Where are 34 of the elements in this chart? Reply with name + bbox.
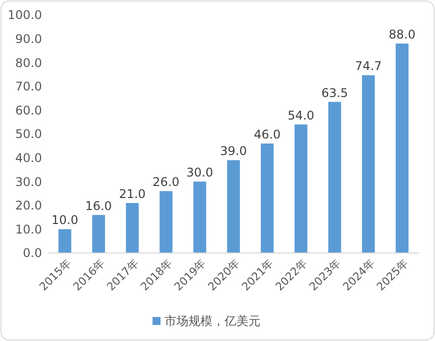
- data-label: 10.0: [52, 213, 78, 228]
- bar: [58, 229, 72, 253]
- bar: [160, 191, 172, 253]
- bar: [92, 214, 105, 253]
- y-tick-label: 30.0: [15, 174, 42, 189]
- y-tick-label: 10.0: [15, 222, 42, 236]
- data-label: 74.7: [355, 59, 382, 74]
- bar: [294, 124, 308, 253]
- bar: [362, 75, 375, 253]
- bar: [328, 102, 342, 253]
- data-label: 30.0: [186, 166, 214, 180]
- bar: [396, 44, 409, 253]
- data-label: 26.0: [152, 175, 180, 190]
- y-tick-label: 100.0: [8, 8, 42, 22]
- data-label: 46.0: [254, 128, 281, 142]
- data-label: 39.0: [220, 144, 247, 158]
- data-label: 88.0: [388, 28, 416, 42]
- data-label: 16.0: [85, 198, 112, 213]
- y-tick-label: 50.0: [15, 127, 42, 142]
- data-label: 63.5: [321, 86, 348, 100]
- y-tick-label: 20.0: [15, 198, 42, 213]
- data-label: 54.0: [288, 108, 314, 122]
- bar: [260, 144, 274, 253]
- y-tick-label: 40.0: [15, 151, 42, 165]
- y-tick-label: 80.0: [15, 56, 42, 70]
- y-tick-label: 60.0: [15, 103, 42, 118]
- bar: [126, 203, 139, 253]
- legend-label: 市场规模，亿美元: [164, 314, 260, 328]
- y-tick-label: 0.0: [22, 246, 42, 260]
- y-tick-label: 70.0: [15, 80, 42, 94]
- bar: [193, 182, 206, 253]
- data-label: 21.0: [118, 187, 146, 202]
- y-tick-label: 90.0: [15, 32, 42, 46]
- bar: [227, 160, 240, 253]
